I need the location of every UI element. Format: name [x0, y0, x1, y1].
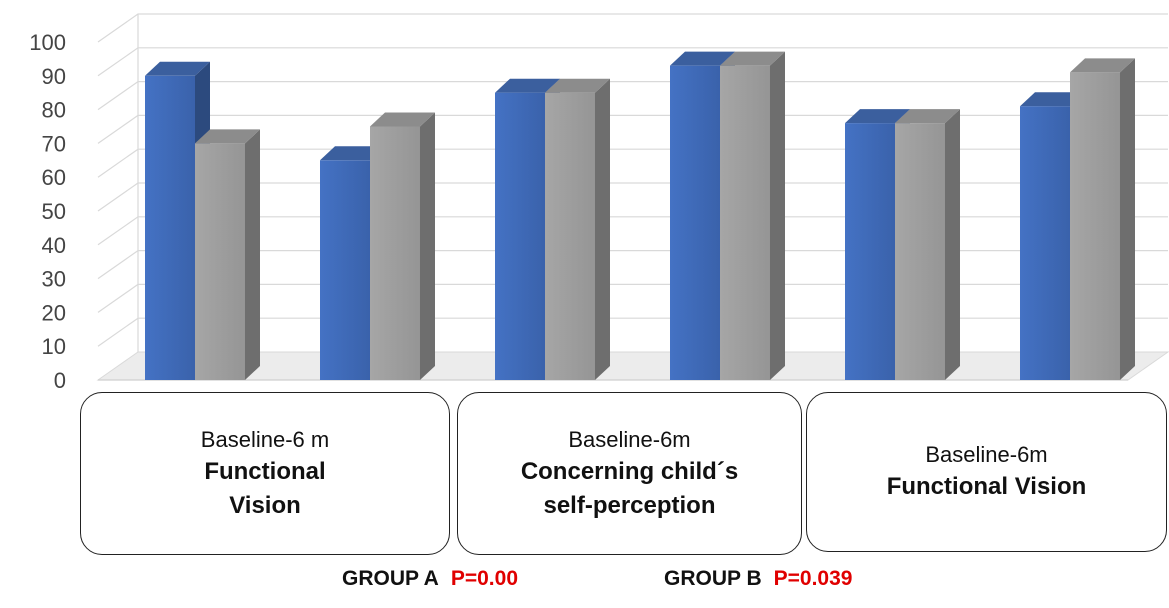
- gridline: [97, 148, 1168, 178]
- gridline: [97, 250, 1168, 280]
- group-label-1-period: Baseline-6 m: [200, 426, 330, 452]
- bar-4-series-2: [720, 51, 785, 380]
- y-tick-label: 100: [29, 30, 66, 55]
- footer-group-a-pvalue: P=0.00: [450, 567, 519, 590]
- bar-5-series-2: [895, 109, 960, 381]
- group-label-3-period: Baseline-6m: [925, 442, 1048, 467]
- y-tick-label: 10: [42, 334, 66, 359]
- gridline: [97, 114, 1168, 144]
- group-label-3: Baseline-6m Functional Vision: [806, 392, 1167, 552]
- gridline: [97, 80, 1168, 111]
- group-label-2-period: Baseline-6m: [568, 426, 691, 452]
- bar-2-series-2: [370, 112, 435, 380]
- bars: [145, 51, 1135, 381]
- gridline: [97, 47, 1168, 77]
- y-tick-label: 40: [42, 233, 66, 258]
- y-tick-label: 50: [42, 199, 66, 224]
- y-tick-label: 90: [42, 64, 66, 89]
- bar-6-series-2: [1070, 58, 1135, 381]
- group-label-2: Baseline-6m Concerning child´s self-perc…: [457, 392, 802, 555]
- gridline: [97, 216, 1168, 246]
- gridline: [97, 182, 1168, 212]
- footer-group-a-name: GROUP A: [342, 567, 439, 590]
- group-label-1: Baseline-6 m Functional Vision: [80, 392, 450, 555]
- bar-1-series-2: [195, 129, 260, 380]
- y-tick-label: 0: [54, 368, 66, 393]
- y-tick-label: 80: [42, 98, 66, 123]
- group-label-1-measure: Functional Vision: [204, 457, 326, 519]
- gridline: [97, 13, 1168, 43]
- y-tick-label: 20: [42, 300, 66, 325]
- gridline: [97, 283, 1168, 313]
- y-tick-label: 30: [42, 267, 66, 292]
- bar-3-series-2: [545, 78, 610, 380]
- footer-group-b: GROUP B P=0.039: [664, 567, 852, 591]
- group-label-2-measure: Concerning child´s self-perception: [520, 457, 739, 519]
- footer-group-b-pvalue: P=0.039: [773, 567, 853, 590]
- y-axis-ticks: 0 10 20 30 40 50 60 70 80 90 100: [29, 30, 66, 393]
- footer-group-a: GROUP A P=0.00: [342, 567, 518, 591]
- y-tick-label: 70: [42, 131, 66, 156]
- group-label-3-measure: Functional Vision: [886, 473, 1087, 500]
- y-tick-label: 60: [42, 165, 66, 190]
- footer-group-b-name: GROUP B: [664, 567, 762, 590]
- gridline: [97, 317, 1168, 347]
